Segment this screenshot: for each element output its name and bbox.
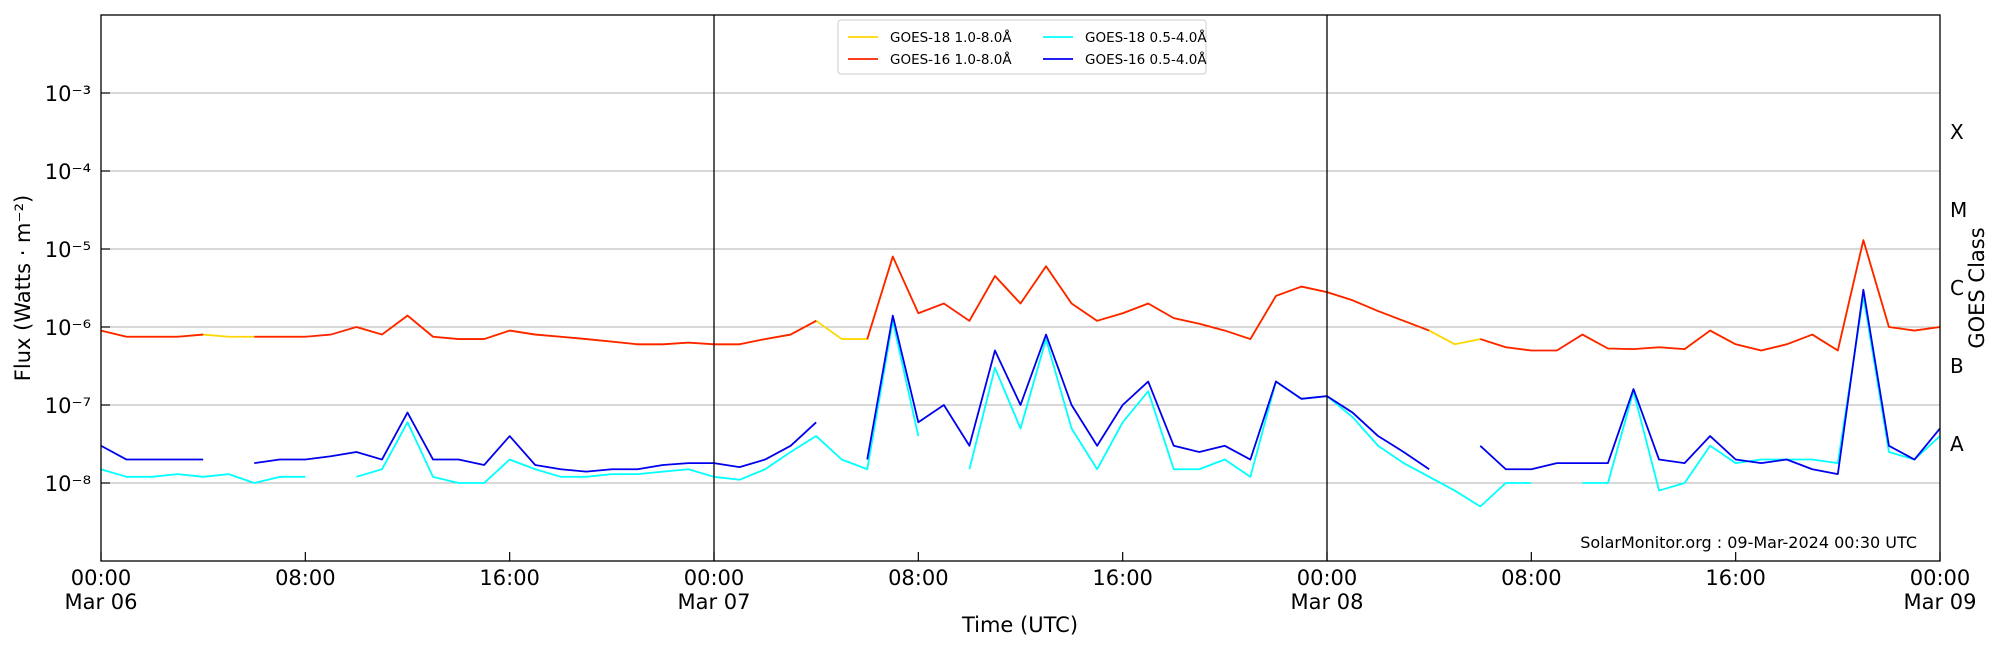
series-lines (101, 239, 1940, 508)
y-tick-label: 10⁻³ (45, 82, 91, 106)
legend-box (837, 19, 1207, 75)
y2-tick-label: C (1950, 276, 1964, 300)
x-tick-label: 00:00 Mar 06 (64, 566, 138, 614)
x-tick-label: 08:00 (1501, 566, 1562, 590)
axes: 10⁻⁸ 10⁻⁷ 10⁻⁶ 10⁻⁵ 10⁻⁴ 10⁻³ A B C M X (45, 15, 1967, 561)
y-tick-label: 10⁻⁸ (45, 472, 91, 496)
y2-tick-label: A (1950, 432, 1964, 456)
series-line (101, 295, 1940, 508)
grid (101, 92, 1940, 484)
y2-tick-label: X (1950, 120, 1964, 144)
legend-label: GOES-18 0.5-4.0Å (1085, 29, 1207, 46)
y-tick-label: 10⁻⁴ (45, 160, 91, 184)
x-tick-label: 16:00 (1092, 566, 1153, 590)
legend: GOES-18 1.0-8.0Å GOES-16 1.0-8.0Å GOES-18 … (837, 19, 1207, 75)
x-axis-title: Time (UTC) (961, 613, 1078, 637)
series-line (101, 288, 1940, 476)
y-tick-label: 10⁻⁷ (45, 394, 91, 418)
y-axis-title: Flux (Watts · m⁻²) (11, 195, 35, 381)
x-tick-label: 16:00 (1705, 566, 1766, 590)
y2-tick-label: M (1950, 198, 1967, 222)
y-tick-label: 10⁻⁶ (45, 316, 91, 340)
plot-area (101, 15, 1940, 561)
x-tick-label: 08:00 (275, 566, 336, 590)
x-tick-label: 00:00 Mar 08 (1290, 566, 1364, 614)
plot-frame (100, 14, 1941, 562)
legend-label: GOES-18 1.0-8.0Å (890, 29, 1012, 46)
series-line (101, 239, 1940, 352)
legend-label: GOES-16 0.5-4.0Å (1085, 51, 1207, 68)
y-tick-label: 10⁻⁵ (45, 238, 91, 262)
x-tick-label: 00:00 Mar 07 (677, 566, 751, 614)
y2-tick-label: B (1950, 354, 1964, 378)
x-tick-label: 00:00 Mar 09 (1903, 566, 1977, 614)
annotation: SolarMonitor.org : 09-Mar-2024 00:30 UTC (1580, 533, 1917, 552)
y2-axis-title: GOES Class (1965, 227, 1989, 348)
x-tick-label: 16:00 (479, 566, 540, 590)
x-tick-label: 08:00 (888, 566, 949, 590)
legend-label: GOES-16 1.0-8.0Å (890, 51, 1012, 68)
